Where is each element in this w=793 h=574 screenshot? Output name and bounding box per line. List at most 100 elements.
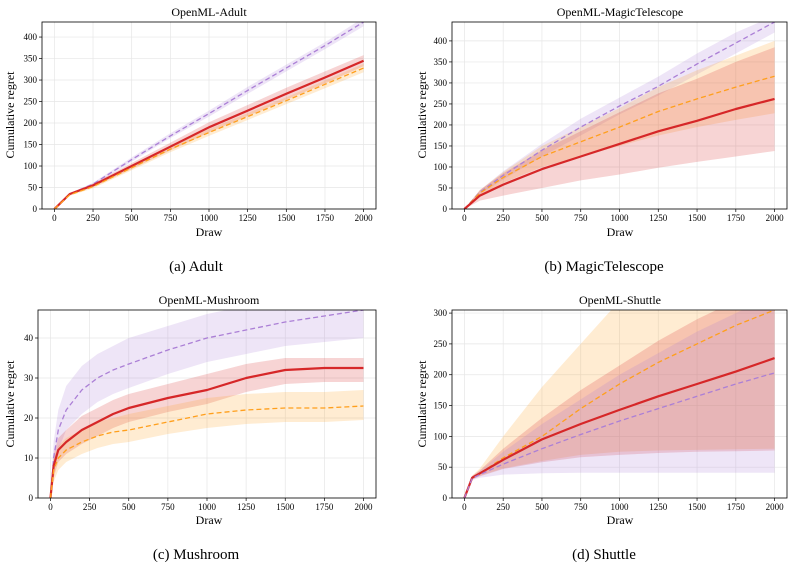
x-tick-label: 1500 xyxy=(688,502,707,512)
x-tick-label: 0 xyxy=(52,213,57,223)
y-tick-label: 250 xyxy=(434,99,448,109)
panel-title: OpenML-MagicTelescope xyxy=(557,5,683,19)
x-tick-label: 2000 xyxy=(766,502,785,512)
y-tick-label: 100 xyxy=(434,431,448,441)
x-tick-label: 0 xyxy=(462,213,467,223)
series-lines xyxy=(463,310,775,498)
confidence-bands xyxy=(50,310,364,498)
x-tick-label: 750 xyxy=(574,502,588,512)
y-tick-label: 100 xyxy=(24,161,38,171)
y-tick-label: 50 xyxy=(28,183,38,193)
x-tick-label: 1000 xyxy=(198,502,217,512)
x-axis-label: Draw xyxy=(196,513,223,527)
y-tick-label: 250 xyxy=(434,339,448,349)
y-tick-label: 400 xyxy=(24,32,38,42)
series-line xyxy=(463,372,775,498)
x-tick-label: 250 xyxy=(83,502,97,512)
panel-magictelescope: OpenML-MagicTelescope 0 250 500 750 1000 1250… xyxy=(415,5,788,275)
y-tick-label: 0 xyxy=(29,493,34,503)
x-tick-label: 500 xyxy=(122,502,136,512)
y-tick-label: 50 xyxy=(438,462,448,472)
panel-caption: (b) MagicTelescope xyxy=(544,259,664,275)
y-tick-label: 50 xyxy=(438,183,448,193)
grid xyxy=(42,22,376,210)
x-ticks: 0 250 500 750 1000 1250 1500 1750 2000 xyxy=(48,498,373,512)
series-lines xyxy=(463,22,775,209)
x-ticks: 0 250 500 750 1000 1250 1500 1750 2000 xyxy=(462,498,784,512)
x-tick-label: 2000 xyxy=(355,213,374,223)
y-tick-label: 30 xyxy=(24,373,34,383)
series-lines xyxy=(49,310,364,498)
x-tick-label: 0 xyxy=(48,502,53,512)
x-axis-label: Draw xyxy=(607,225,634,239)
confidence-band xyxy=(464,310,775,498)
confidence-band xyxy=(50,358,364,498)
x-tick-label: 1500 xyxy=(277,213,296,223)
x-axis-label: Draw xyxy=(196,225,223,239)
x-tick-label: 1500 xyxy=(688,213,707,223)
confidence-band xyxy=(464,22,775,209)
y-axis-label: Cumulative regret xyxy=(3,71,17,159)
grid xyxy=(38,310,376,499)
y-ticks: 0 50 100 150 200 250 300 350 400 xyxy=(434,36,452,214)
grid xyxy=(452,310,787,499)
x-tick-label: 1250 xyxy=(239,213,258,223)
y-tick-label: 300 xyxy=(434,78,448,88)
y-tick-label: 150 xyxy=(434,401,448,411)
y-ticks: 0 50 100 150 200 250 300 350 400 xyxy=(24,32,42,214)
y-tick-label: 300 xyxy=(434,308,448,318)
y-tick-label: 350 xyxy=(24,54,38,64)
x-tick-label: 0 xyxy=(462,502,467,512)
panel-title: OpenML-Adult xyxy=(171,5,247,19)
y-ticks: 0 50 100 150 200 250 300 xyxy=(434,308,452,503)
x-tick-label: 1750 xyxy=(316,213,335,223)
x-tick-label: 750 xyxy=(161,502,175,512)
series-line xyxy=(49,366,364,498)
y-tick-label: 0 xyxy=(443,493,448,503)
y-tick-label: 10 xyxy=(24,453,34,463)
x-ticks: 0 250 500 750 1000 1250 1500 1750 2000 xyxy=(462,209,784,223)
x-tick-label: 1250 xyxy=(649,213,668,223)
x-tick-label: 500 xyxy=(535,213,549,223)
y-tick-label: 300 xyxy=(24,75,38,85)
confidence-band xyxy=(464,40,775,209)
y-tick-label: 0 xyxy=(33,204,38,214)
series-line xyxy=(463,97,775,209)
confidence-band xyxy=(50,390,364,498)
confidence-band xyxy=(54,22,364,209)
panel-title: OpenML-Shuttle xyxy=(579,293,661,307)
x-axis-label: Draw xyxy=(607,513,634,527)
series-line xyxy=(53,59,365,209)
y-tick-label: 200 xyxy=(24,118,38,128)
y-ticks: 0 10 20 30 40 xyxy=(24,333,38,503)
y-tick-label: 20 xyxy=(24,413,34,423)
x-tick-label: 1250 xyxy=(649,502,668,512)
x-tick-label: 750 xyxy=(574,213,588,223)
panel-title: OpenML-Mushroom xyxy=(159,293,260,307)
x-tick-label: 2000 xyxy=(354,502,373,512)
series-line xyxy=(463,75,775,209)
x-tick-label: 500 xyxy=(535,502,549,512)
x-tick-label: 1000 xyxy=(611,502,630,512)
confidence-band xyxy=(464,310,775,498)
y-axis-label: Cumulative regret xyxy=(3,360,17,448)
y-tick-label: 150 xyxy=(434,141,448,151)
x-tick-label: 2000 xyxy=(766,213,785,223)
y-tick-label: 250 xyxy=(24,97,38,107)
x-tick-label: 1250 xyxy=(237,502,256,512)
y-tick-label: 150 xyxy=(24,140,38,150)
x-tick-label: 1000 xyxy=(200,213,219,223)
x-tick-label: 1750 xyxy=(315,502,334,512)
confidence-band xyxy=(50,310,364,498)
series-line xyxy=(463,357,775,498)
x-tick-label: 250 xyxy=(86,213,100,223)
series-line xyxy=(463,22,775,209)
y-tick-label: 40 xyxy=(24,333,34,343)
y-tick-label: 200 xyxy=(434,120,448,130)
panel-caption: (d) Shuttle xyxy=(572,547,636,563)
x-tick-label: 250 xyxy=(496,502,510,512)
x-ticks: 0 250 500 750 1000 1250 1500 1750 2000 xyxy=(52,209,373,223)
y-axis-label: Cumulative regret xyxy=(415,71,429,159)
panel-caption: (c) Mushroom xyxy=(153,547,240,563)
